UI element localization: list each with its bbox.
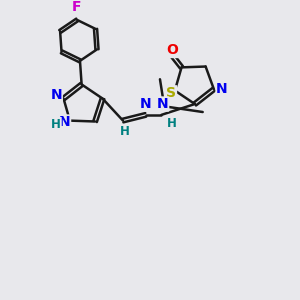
Text: F: F [71,0,81,14]
Text: O: O [167,44,178,58]
Text: N: N [216,82,228,96]
Text: N: N [140,97,152,111]
Text: N: N [51,88,62,102]
Text: N: N [59,115,70,129]
Text: H: H [51,118,61,130]
Text: H: H [120,125,130,138]
Text: H: H [167,118,176,130]
Text: N: N [157,97,169,111]
Text: S: S [167,86,176,100]
